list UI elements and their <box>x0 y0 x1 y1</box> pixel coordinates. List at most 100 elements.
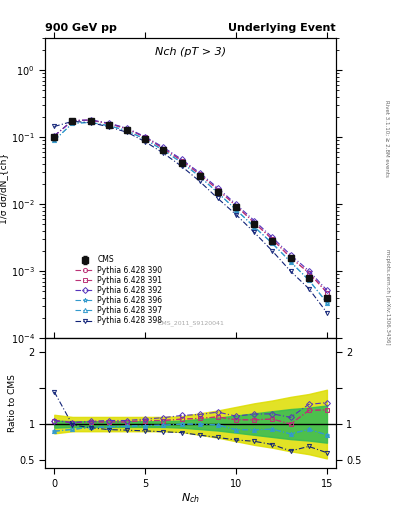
Text: Rivet 3.1.10; ≥ 2.8M events: Rivet 3.1.10; ≥ 2.8M events <box>385 100 389 177</box>
Pythia 6.428 396 <box>179 159 184 165</box>
Pythia 6.428 390 <box>307 270 311 276</box>
Pythia 6.428 390 <box>161 145 166 152</box>
Pythia 6.428 398 <box>143 139 147 145</box>
Pythia 6.428 392 <box>107 120 111 126</box>
Pythia 6.428 392 <box>215 185 220 191</box>
Pythia 6.428 392 <box>252 218 257 224</box>
Text: CMS_2011_S9120041: CMS_2011_S9120041 <box>157 321 224 326</box>
Pythia 6.428 391 <box>88 117 93 123</box>
Pythia 6.428 397 <box>179 159 184 165</box>
Pythia 6.428 392 <box>70 117 75 123</box>
Pythia 6.428 398 <box>325 310 329 316</box>
Pythia 6.428 396 <box>234 207 239 213</box>
Pythia 6.428 397 <box>70 120 75 126</box>
Pythia 6.428 392 <box>143 134 147 140</box>
Pythia 6.428 390 <box>125 126 129 132</box>
Pythia 6.428 392 <box>325 287 329 293</box>
Pythia 6.428 397 <box>125 127 129 134</box>
Pythia 6.428 392 <box>88 117 93 123</box>
Pythia 6.428 397 <box>270 240 275 246</box>
Pythia 6.428 391 <box>307 270 311 276</box>
Pythia 6.428 398 <box>307 286 311 292</box>
Text: mcplots.cern.ch [arXiv:1306.3436]: mcplots.cern.ch [arXiv:1306.3436] <box>385 249 389 345</box>
Pythia 6.428 390 <box>325 289 329 295</box>
Pythia 6.428 392 <box>52 133 57 139</box>
Pythia 6.428 391 <box>179 158 184 164</box>
Line: Pythia 6.428 397: Pythia 6.428 397 <box>52 120 329 305</box>
Legend: CMS, Pythia 6.428 390, Pythia 6.428 391, Pythia 6.428 392, Pythia 6.428 396, Pyt: CMS, Pythia 6.428 390, Pythia 6.428 391,… <box>72 252 166 328</box>
Pythia 6.428 391 <box>125 126 129 132</box>
Pythia 6.428 390 <box>234 203 239 209</box>
Line: Pythia 6.428 391: Pythia 6.428 391 <box>52 118 329 294</box>
Pythia 6.428 391 <box>52 133 57 139</box>
Pythia 6.428 390 <box>88 117 93 123</box>
Pythia 6.428 398 <box>107 124 111 130</box>
Pythia 6.428 391 <box>270 236 275 242</box>
Pythia 6.428 391 <box>161 145 166 152</box>
Pythia 6.428 396 <box>70 120 75 126</box>
Pythia 6.428 397 <box>197 174 202 180</box>
Pythia 6.428 396 <box>52 137 57 143</box>
Pythia 6.428 392 <box>197 169 202 176</box>
Pythia 6.428 397 <box>252 224 257 230</box>
Pythia 6.428 391 <box>288 254 293 261</box>
Text: Underlying Event: Underlying Event <box>228 23 336 33</box>
Pythia 6.428 397 <box>52 137 57 143</box>
Pythia 6.428 390 <box>179 158 184 164</box>
Pythia 6.428 391 <box>234 203 239 209</box>
Pythia 6.428 398 <box>125 129 129 135</box>
Pythia 6.428 392 <box>288 252 293 258</box>
Pythia 6.428 398 <box>270 248 275 254</box>
Pythia 6.428 391 <box>325 289 329 295</box>
Pythia 6.428 397 <box>325 300 329 306</box>
Y-axis label: Ratio to CMS: Ratio to CMS <box>7 374 17 432</box>
Pythia 6.428 390 <box>143 134 147 140</box>
Pythia 6.428 390 <box>52 133 57 139</box>
Pythia 6.428 390 <box>70 117 75 123</box>
Pythia 6.428 398 <box>161 150 166 156</box>
Pythia 6.428 396 <box>325 300 329 306</box>
Pythia 6.428 391 <box>197 171 202 177</box>
Pythia 6.428 396 <box>161 147 166 154</box>
Pythia 6.428 396 <box>270 240 275 246</box>
Pythia 6.428 397 <box>107 123 111 129</box>
Line: Pythia 6.428 396: Pythia 6.428 396 <box>52 120 329 305</box>
Pythia 6.428 397 <box>88 119 93 125</box>
Pythia 6.428 396 <box>252 224 257 230</box>
Pythia 6.428 397 <box>307 277 311 283</box>
Pythia 6.428 390 <box>107 120 111 126</box>
Pythia 6.428 397 <box>234 207 239 213</box>
Pythia 6.428 396 <box>125 127 129 134</box>
Pythia 6.428 392 <box>179 156 184 162</box>
Pythia 6.428 398 <box>88 119 93 125</box>
Pythia 6.428 397 <box>143 136 147 142</box>
Pythia 6.428 396 <box>88 119 93 125</box>
Pythia 6.428 396 <box>288 259 293 265</box>
Pythia 6.428 391 <box>143 134 147 140</box>
Pythia 6.428 390 <box>288 254 293 261</box>
Pythia 6.428 396 <box>197 174 202 180</box>
Pythia 6.428 398 <box>197 178 202 184</box>
Line: Pythia 6.428 398: Pythia 6.428 398 <box>52 119 329 315</box>
Pythia 6.428 392 <box>234 201 239 207</box>
Pythia 6.428 398 <box>252 229 257 236</box>
Pythia 6.428 390 <box>252 220 257 226</box>
Pythia 6.428 398 <box>234 211 239 218</box>
Text: 900 GeV pp: 900 GeV pp <box>45 23 117 33</box>
Pythia 6.428 397 <box>288 259 293 265</box>
Pythia 6.428 391 <box>70 117 75 123</box>
Pythia 6.428 397 <box>215 190 220 196</box>
Pythia 6.428 392 <box>125 125 129 131</box>
Pythia 6.428 398 <box>70 118 75 124</box>
Pythia 6.428 398 <box>288 268 293 274</box>
X-axis label: $N_{ch}$: $N_{ch}$ <box>181 492 200 505</box>
Pythia 6.428 396 <box>215 190 220 196</box>
Y-axis label: 1/σ dσ/dN_{ch}: 1/σ dσ/dN_{ch} <box>0 153 8 224</box>
Pythia 6.428 391 <box>107 120 111 126</box>
Pythia 6.428 398 <box>215 196 220 202</box>
Pythia 6.428 396 <box>107 123 111 129</box>
Pythia 6.428 398 <box>52 123 57 130</box>
Pythia 6.428 392 <box>161 144 166 151</box>
Line: Pythia 6.428 392: Pythia 6.428 392 <box>52 118 329 292</box>
Line: Pythia 6.428 390: Pythia 6.428 390 <box>52 118 329 294</box>
